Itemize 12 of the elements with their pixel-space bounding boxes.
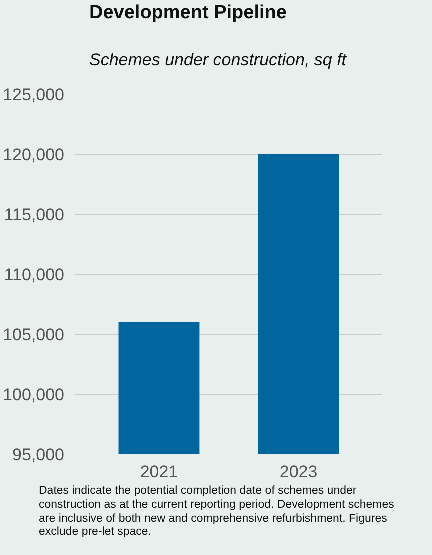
chart-title: Development Pipeline — [90, 2, 287, 24]
y-tick-label: 125,000 — [3, 86, 64, 104]
x-tick-label: 2021 — [140, 462, 178, 482]
y-tick-label: 100,000 — [3, 386, 64, 404]
chart-subtitle: Schemes under construction, sq ft — [90, 50, 348, 70]
y-tick-label: 105,000 — [3, 326, 64, 344]
y-tick-label: 120,000 — [3, 146, 64, 164]
y-tick-label: 95,000 — [12, 446, 65, 464]
y-tick-label: 110,000 — [4, 266, 65, 284]
text: Dates indicate the potential completion date of schemes under construction as at the current reporting period. Development schemes are inclusive of both new and comprehensive refurbishment. Figures exclude pre-let space. — [39, 485, 396, 540]
x-tick-label: 2023 — [280, 462, 318, 482]
y-tick-label: 115,000 — [4, 206, 65, 224]
